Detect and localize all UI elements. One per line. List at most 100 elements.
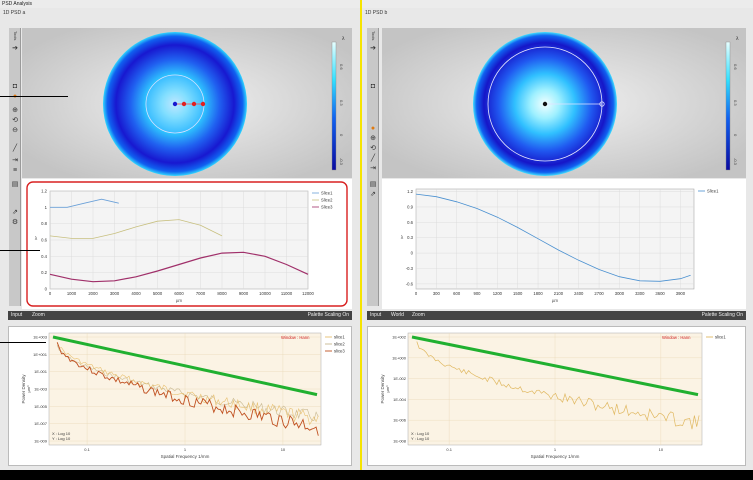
line-tool-icon[interactable]: ╱ (12, 145, 18, 152)
x-tick-label: 6000 (174, 291, 184, 296)
arrow-right-icon[interactable]: ➔ (12, 45, 18, 52)
export-icon[interactable]: ⇗ (370, 191, 376, 198)
colorbar-tick: 0.3 (339, 100, 344, 106)
reference-slope-line (411, 335, 699, 397)
pane-b: 1D PSD b Tools ➔ ◘ ● ⊕ ⟲ ╱ ⇥ ▤ ⇗ (362, 8, 753, 470)
x-axis-label: Spatial Frequency 1/mm (531, 454, 580, 459)
x-tick-label: 600 (453, 291, 461, 296)
rotate-icon[interactable]: ⟲ (12, 117, 18, 124)
colorbar-tick: -0.3 (339, 158, 344, 166)
palette-scaling-toggle[interactable]: Palette Scaling On (701, 312, 743, 318)
measure-icon[interactable]: ⊖ (12, 127, 18, 134)
palette-icon[interactable]: ● (10, 92, 20, 102)
pane-b-image-panel[interactable]: λ 0.6 0.3 0 -0.3 (382, 28, 746, 178)
series-line-slice1 (416, 341, 700, 430)
tools-tab[interactable]: Tools (13, 31, 18, 41)
y-tick-label: 0.9 (407, 204, 413, 209)
y-tick-label: 1E-001 (34, 369, 48, 374)
slice-tool-icon[interactable]: ⇥ (12, 157, 18, 164)
pane-a: 1D PSD a Tools ➔ ◘ ● ⊕ ⟲ ⊖ ╱ ⇥ ≡ ▤ ⇗ ⚙ (0, 8, 360, 470)
slice-handle-3[interactable] (191, 101, 197, 107)
arrow-right-icon[interactable]: ➔ (370, 45, 376, 52)
palette-scaling-toggle[interactable]: Palette Scaling On (307, 312, 349, 318)
pane-a-image-panel[interactable]: λ 0.6 0.3 0 -0.3 (22, 28, 352, 178)
settings-icon[interactable]: ⚙ (11, 219, 19, 226)
pane-b-psd-panel[interactable]: 1E+002 1E+000 1E-002 1E-004 1E-006 1E-008 0.1 1… (367, 326, 746, 466)
y-tick-label: 0.4 (41, 254, 47, 259)
x-tick-label: 1 (184, 447, 187, 452)
pane-b-toolbar: Tools ➔ ◘ ● ⊕ ⟲ ╱ ⇥ ▤ ⇗ (367, 28, 379, 306)
x-tick-label: 2000 (88, 291, 98, 296)
zoom-menu[interactable]: Zoom (412, 312, 425, 318)
input-menu[interactable]: Input (370, 312, 382, 318)
world-menu[interactable]: World (391, 312, 404, 318)
x-tick-label: 8000 (217, 291, 227, 296)
input-menu[interactable]: Input (11, 312, 23, 318)
pane-a-toolbar: Tools ➔ ◘ ● ⊕ ⟲ ⊖ ╱ ⇥ ≡ ▤ ⇗ ⚙ (9, 28, 21, 306)
chart-icon[interactable]: ▤ (11, 181, 19, 188)
y-tick-label: 1E-009 (34, 439, 48, 444)
colorbar-unit: λ (342, 36, 345, 42)
x-tick-label: 1200 (493, 291, 503, 296)
pane-b-psd-chart[interactable]: 1E+002 1E+000 1E-002 1E-004 1E-006 1E-008 0.1 1… (368, 327, 747, 467)
rotate-icon[interactable]: ⟲ (370, 145, 376, 152)
x-tick-label: 3300 (635, 291, 645, 296)
pane-splitter[interactable] (360, 0, 362, 480)
slice-handle-2[interactable] (181, 101, 187, 107)
app-title: PSD Analysis (2, 1, 33, 7)
slice-tool-icon[interactable]: ⇥ (370, 165, 376, 172)
pane-a-slice-chart[interactable]: 0 1000 2000 3000 4000 5000 6000 7000 8000 9000 100… (22, 179, 352, 309)
y-tick-label: 1E-003 (34, 387, 48, 392)
pane-b-slice-chart-panel[interactable]: 0 300 600 900 1200 1500 1800 2100 2400 2700 3000 33… (382, 179, 746, 309)
y-tick-label: 1E-008 (393, 439, 407, 444)
y-tick-label: 1E-005 (34, 404, 48, 409)
pane-a-colorbar: λ 0.6 0.3 0 -0.3 (331, 36, 345, 171)
x-tick-label: 12000 (302, 291, 314, 296)
camera-icon[interactable]: ◘ (370, 83, 376, 90)
slice-handle-1[interactable] (172, 101, 178, 107)
zoom-menu[interactable]: Zoom (32, 312, 45, 318)
colorbar-tick: 0.3 (733, 100, 738, 106)
pane-a-slice-chart-panel[interactable]: 0 1000 2000 3000 4000 5000 6000 7000 8000 9000 100… (22, 179, 352, 309)
y-tick-label: 0 (411, 251, 414, 256)
pane-a-psd-chart[interactable]: 1E+003 1E+001 1E-001 1E-003 1E-005 1E-007 1E-0… (9, 327, 353, 467)
y-tick-label: 0 (45, 287, 48, 292)
chart-icon[interactable]: ▤ (369, 181, 377, 188)
pane-b-title: 1D PSD b (365, 10, 388, 16)
palette-icon[interactable]: ● (370, 125, 376, 132)
y-tick-label: 0.6 (407, 220, 413, 225)
tools-tab[interactable]: Tools (371, 31, 376, 41)
y-axis-unit: µm³ (26, 385, 31, 393)
y-tick-label: 0.6 (41, 238, 47, 243)
x-tick-label: 3000 (615, 291, 625, 296)
slice-handle-4[interactable] (200, 101, 206, 107)
y-tick-label: 1E+003 (33, 335, 48, 340)
reference-slope-line (52, 335, 318, 397)
bottom-edge (0, 470, 753, 480)
pane-b-surface-map[interactable] (382, 28, 746, 178)
zoom-in-icon[interactable]: ⊕ (370, 135, 376, 142)
x-tick-label: 10 (659, 447, 664, 452)
x-axis-label: Spatial Frequency 1/mm (161, 454, 210, 459)
export-icon[interactable]: ⇗ (12, 209, 18, 216)
pane-a-surface-map[interactable] (22, 28, 352, 178)
x-tick-label: 3000 (110, 291, 120, 296)
y-axis-label: Power Density (380, 374, 385, 404)
window-label: Window : Hann (662, 335, 691, 340)
slice-handle-center[interactable] (542, 101, 548, 107)
slice-handle-end[interactable] (599, 101, 605, 107)
zoom-in-icon[interactable]: ⊕ (12, 107, 18, 114)
pane-a-psd-panel[interactable]: 1E+003 1E+001 1E-001 1E-003 1E-005 1E-007 1E-0… (8, 326, 352, 466)
y-tick-label: 1 (45, 205, 48, 210)
series-line-slice1 (50, 198, 119, 208)
legend-entry: Slice1 (321, 191, 333, 196)
x-tick-label: 10000 (259, 291, 271, 296)
x-tick-label: 2400 (574, 291, 584, 296)
highlight-frame (26, 181, 348, 307)
plot-area (415, 188, 695, 290)
profile-tool-icon[interactable]: ≡ (12, 167, 18, 174)
camera-icon[interactable]: ◘ (12, 83, 18, 90)
y-tick-label: 0.3 (407, 235, 413, 240)
line-tool-icon[interactable]: ╱ (370, 155, 376, 162)
pane-b-slice-chart[interactable]: 0 300 600 900 1200 1500 1800 2100 2400 2700 3000 33… (382, 179, 746, 309)
